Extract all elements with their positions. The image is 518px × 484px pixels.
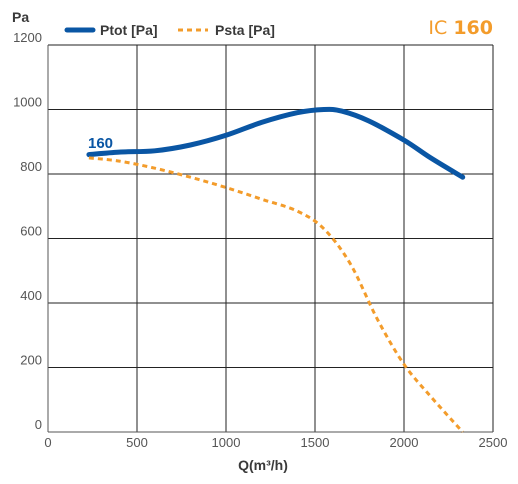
x-axis-label: Q(m³/h)	[238, 457, 288, 473]
axes	[47, 45, 493, 433]
x-tick-label: 2000	[390, 435, 419, 450]
x-tick-label: 1500	[301, 435, 330, 450]
y-tick-label: 400	[20, 288, 42, 303]
x-tick-label: 0	[44, 435, 51, 450]
y-tick-label: 600	[20, 224, 42, 239]
grid	[48, 44, 494, 432]
series-line-psta	[88, 156, 464, 434]
y-tick-label: 1000	[13, 95, 42, 110]
curve-label: 160	[88, 135, 113, 152]
y-tick-label: 800	[20, 159, 42, 174]
tick-labels: 0 500 1000 1500 2000 2500 0 200 400 600 800 1000 120…	[13, 30, 507, 450]
chart-title: IC 160	[428, 17, 493, 39]
y-tick-label: 200	[20, 353, 42, 368]
y-axis-label: Pa	[12, 9, 29, 25]
x-tick-label: 500	[126, 435, 148, 450]
legend: Ptot [Pa] Psta [Pa]	[64, 22, 275, 38]
chart-title-prefix: IC	[428, 17, 453, 39]
x-tick-label: 1000	[212, 435, 241, 450]
y-tick-label: 0	[35, 417, 42, 432]
x-tick-label: 2500	[479, 435, 508, 450]
series-line-ptot	[86, 106, 466, 180]
series-layer	[86, 106, 466, 434]
chart-title-model: 160	[453, 17, 493, 39]
legend-label-psta: Psta [Pa]	[215, 22, 275, 38]
y-tick-label: 1200	[13, 30, 42, 45]
legend-label-ptot: Ptot [Pa]	[100, 22, 158, 38]
